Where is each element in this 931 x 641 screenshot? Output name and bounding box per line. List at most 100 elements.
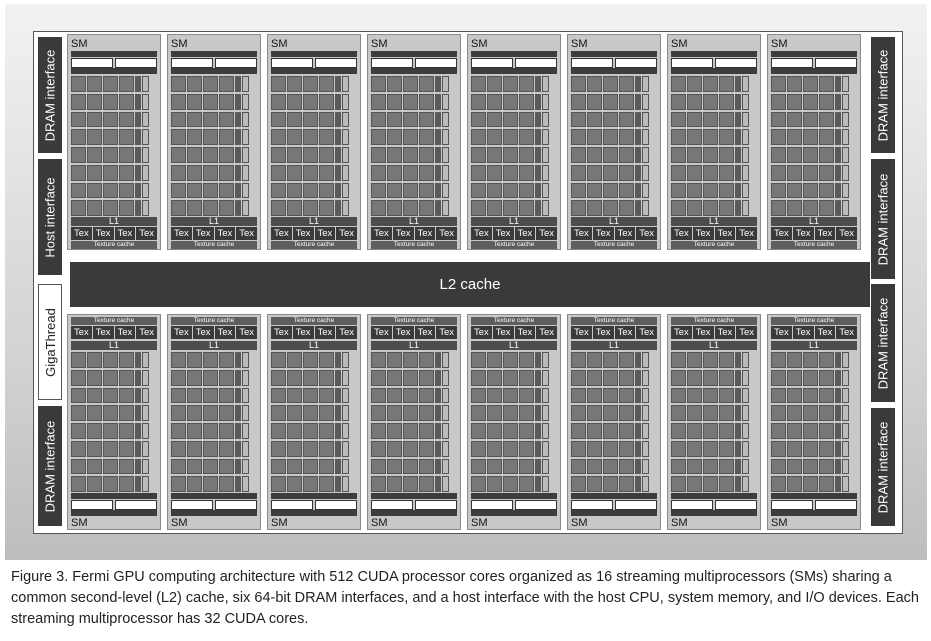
sm-top-7-sfu-unit xyxy=(742,76,749,92)
sm-bottom-2-texture-units: Tex Tex Tex Tex xyxy=(171,326,257,339)
sm-top-6-sfu-unit xyxy=(642,182,649,199)
sm-bottom-1-cuda-core xyxy=(87,423,102,439)
sm-bottom-1-divider xyxy=(135,352,141,368)
sm-top-4-cuda-core xyxy=(371,182,386,199)
sm-bottom-4-cuda-core xyxy=(371,476,386,492)
sm-top-6-divider xyxy=(635,93,641,110)
sm-top-3-cuda-core xyxy=(319,93,334,110)
sm-bottom-4-sfu-unit xyxy=(442,387,449,404)
sm-top-1-cuda-core xyxy=(103,129,118,145)
sm-bottom-3-cuda-core xyxy=(319,458,334,475)
sm-top-7-cuda-core xyxy=(703,147,718,163)
sm-bottom-2-sfu-unit xyxy=(242,387,249,404)
sm-top-3-cuda-core xyxy=(303,111,318,128)
sm-bottom-7-cuda-core xyxy=(671,476,686,492)
sm-bottom-6-cuda-core xyxy=(587,476,602,492)
sm-top-2-cuda-core xyxy=(219,76,234,92)
sm-top-1-tex-unit: Tex xyxy=(136,227,157,240)
sm-top-5-cuda-core xyxy=(471,129,486,145)
sm-top-1-cuda-core xyxy=(71,76,86,92)
sm-bottom-7-cuda-core xyxy=(719,352,734,368)
sm-bottom-4-divider xyxy=(435,458,441,475)
sm-top-8-cuda-core xyxy=(803,147,818,163)
sm-top-2-tex-unit: Tex xyxy=(236,227,257,240)
sm-top-5-register-file xyxy=(471,58,557,68)
sm-bottom-4-sfu-unit xyxy=(442,369,449,386)
sm-bottom-3-cuda-core xyxy=(303,423,318,439)
sm-top-8-dispatch-unit xyxy=(771,68,857,74)
sm-top-2-instruction-cache xyxy=(171,51,257,57)
sm-bottom-1: Texture cache Tex Tex Tex Tex L1 SM xyxy=(67,314,161,530)
sm-bottom-7-cuda-core xyxy=(703,440,718,457)
sm-top-7-register-bank xyxy=(671,58,713,68)
sm-top-6-cuda-core xyxy=(571,147,586,163)
sm-bottom-1-cuda-core xyxy=(119,423,134,439)
sm-bottom-7-cuda-core xyxy=(687,405,702,421)
sm-top-3-divider xyxy=(335,147,341,163)
sm-top-5-tex-unit: Tex xyxy=(536,227,557,240)
sm-top-3-sfu-unit xyxy=(342,93,349,110)
sm-bottom-6-sfu-unit xyxy=(642,423,649,439)
sm-bottom-7-cuda-core xyxy=(719,423,734,439)
sm-bottom-2-tex-unit: Tex xyxy=(214,326,236,339)
sm-top-5-cuda-core xyxy=(519,147,534,163)
sm-bottom-2-cuda-core xyxy=(203,476,218,492)
sm-top-6-tex-unit: Tex xyxy=(571,227,592,240)
sm-top-4-sfu-unit xyxy=(442,93,449,110)
sm-bottom-4-cuda-core xyxy=(403,369,418,386)
sm-top-7-texture-units: Tex Tex Tex Tex xyxy=(671,227,757,240)
sm-top-2-divider xyxy=(235,182,241,199)
sm-bottom-5-register-file xyxy=(471,500,557,510)
sm-top-2-sfu-unit xyxy=(242,182,249,199)
sm-bottom-1-sfu-unit xyxy=(142,458,149,475)
sm-bottom-7-sfu-unit xyxy=(742,440,749,457)
sm-bottom-8-tex-unit: Tex xyxy=(836,326,857,339)
sm-bottom-8-divider xyxy=(835,387,841,404)
sm-top-8-divider xyxy=(835,76,841,92)
sm-bottom-2-instruction-cache xyxy=(171,510,257,516)
sm-top-4-cuda-core xyxy=(371,76,386,92)
sm-bottom-6-cuda-core xyxy=(603,423,618,439)
sm-bottom-5-sfu-unit xyxy=(542,458,549,475)
sm-top-3-cuda-core xyxy=(319,111,334,128)
sm-bottom-1-cuda-core xyxy=(71,387,86,404)
sm-top-5-cuda-core xyxy=(519,129,534,145)
sm-bottom-2-sfu-unit xyxy=(242,405,249,421)
sm-bottom-7-cuda-core xyxy=(703,369,718,386)
sm-bottom-1-cuda-core xyxy=(71,405,86,421)
sm-bottom-8-sfu-unit xyxy=(842,423,849,439)
sm-top-4-tex-unit: Tex xyxy=(371,227,392,240)
sm-top-5-sfu-unit xyxy=(542,129,549,145)
sm-bottom-4-cuda-core xyxy=(387,423,402,439)
sm-top-2-divider xyxy=(235,164,241,181)
sm-bottom-2-cuda-core xyxy=(187,476,202,492)
sm-bottom-1-tex-unit: Tex xyxy=(114,326,136,339)
sm-bottom-2-cuda-core xyxy=(219,458,234,475)
sm-top-7-l1-cache: L1 xyxy=(671,217,757,226)
sm-top-6-cuda-core xyxy=(619,164,634,181)
sm-top-6-divider xyxy=(635,111,641,128)
sm-bottom-2-cuda-core xyxy=(219,369,234,386)
sm-top-6-cuda-core xyxy=(619,147,634,163)
sm-top-4-cuda-core xyxy=(387,147,402,163)
sm-top-6-dispatch-unit xyxy=(571,68,657,74)
sm-top-4-cuda-core xyxy=(387,200,402,216)
sm-bottom-6-divider xyxy=(635,476,641,492)
sm-bottom-5-divider xyxy=(535,423,541,439)
sm-bottom-6-cuda-core xyxy=(587,440,602,457)
sm-top-5-divider xyxy=(535,182,541,199)
sm-bottom-4-sfu-unit xyxy=(442,352,449,368)
sm-top-3-cuda-core xyxy=(303,147,318,163)
sm-top-1-sfu-unit xyxy=(142,164,149,181)
sm-bottom-7-sfu-unit xyxy=(742,387,749,404)
sm-bottom-6-cuda-core xyxy=(571,369,586,386)
sm-bottom-8-cuda-core xyxy=(787,387,802,404)
sm-top-4-cuda-core xyxy=(403,147,418,163)
sm-bottom-4-cuda-core xyxy=(419,369,434,386)
sm-top-2-cuda-core xyxy=(203,93,218,110)
sm-bottom-5-sfu-unit xyxy=(542,352,549,368)
sm-top-1-register-file xyxy=(71,58,157,68)
sm-bottom-1-label: SM xyxy=(71,517,88,529)
sm-top-1-cuda-core xyxy=(103,111,118,128)
sm-top-6-core-grid xyxy=(571,76,657,216)
